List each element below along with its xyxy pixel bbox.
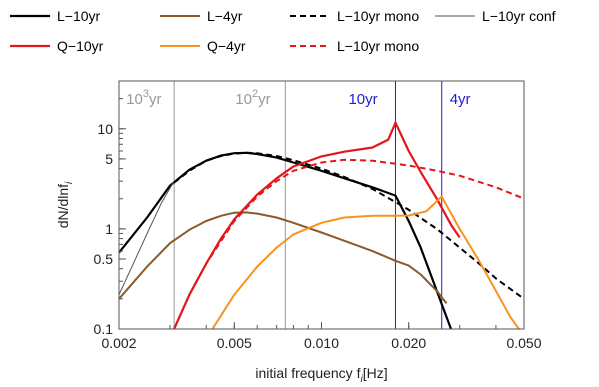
y-tick-label: 1 — [105, 221, 113, 237]
legend-label: Q−4yr — [207, 38, 246, 54]
series-line — [119, 180, 175, 295]
legend-entry: Q−10yr — [10, 38, 104, 54]
x-tick-label: 0.050 — [506, 335, 541, 351]
legend-label: L−10yr mono — [337, 8, 419, 24]
legend-entry: Q−4yr — [160, 38, 246, 54]
series-line — [173, 158, 524, 329]
y-tick-label: 0.5 — [94, 251, 114, 267]
legend-label: L−10yr conf — [482, 8, 556, 24]
y-tick-label: 10 — [97, 121, 113, 137]
legend: L−10yr L−4yr L−10yr mono L−10yr conf Q−10yr Q… — [10, 8, 556, 54]
annotations: 103yr 102yr 10yr 4yr — [126, 88, 470, 108]
legend-entry: L−10yr — [10, 8, 101, 24]
plot-area: 0.002 0.005 0.010 0.020 0.050 0.1 0.5 1 5 10 — [94, 80, 542, 351]
legend-entry: L−4yr — [160, 8, 243, 24]
series-line — [119, 211, 448, 305]
series-line — [173, 151, 524, 300]
y-tick-label: 5 — [105, 151, 113, 167]
y-axis-label: dN/dlnfi — [55, 181, 75, 228]
legend-entry: L−10yr mono — [290, 8, 419, 24]
legend-entry: L−10yr conf — [435, 8, 556, 24]
legend-label: L−10yr — [57, 8, 101, 24]
period-annotation: 4yr — [450, 91, 471, 108]
period-annotation: 102yr — [235, 88, 270, 108]
series-line — [119, 151, 453, 329]
series-group — [119, 121, 524, 329]
x-axis-label: initial frequency fi[Hz] — [255, 365, 387, 385]
legend-entry: L−10yr mono — [290, 38, 419, 54]
series-line — [211, 195, 520, 329]
legend-label: L−10yr mono — [337, 38, 419, 54]
legend-label: Q−10yr — [57, 38, 104, 54]
y-tick-label: 0.1 — [94, 321, 114, 337]
x-tick-label: 0.005 — [217, 335, 252, 351]
period-annotation: 103yr — [126, 88, 161, 108]
ticks: 0.002 0.005 0.010 0.020 0.050 0.1 0.5 1 5 10 — [94, 80, 542, 351]
axis-titles: initial frequency fi[Hz] dN/dlnfi — [55, 181, 388, 385]
legend-label: L−4yr — [207, 8, 243, 24]
x-tick-label: 0.010 — [304, 335, 339, 351]
x-tick-label: 0.002 — [101, 335, 136, 351]
plot-frame — [118, 80, 525, 330]
period-annotation: 10yr — [348, 91, 377, 108]
x-tick-label: 0.020 — [391, 335, 426, 351]
series-line — [173, 121, 461, 329]
